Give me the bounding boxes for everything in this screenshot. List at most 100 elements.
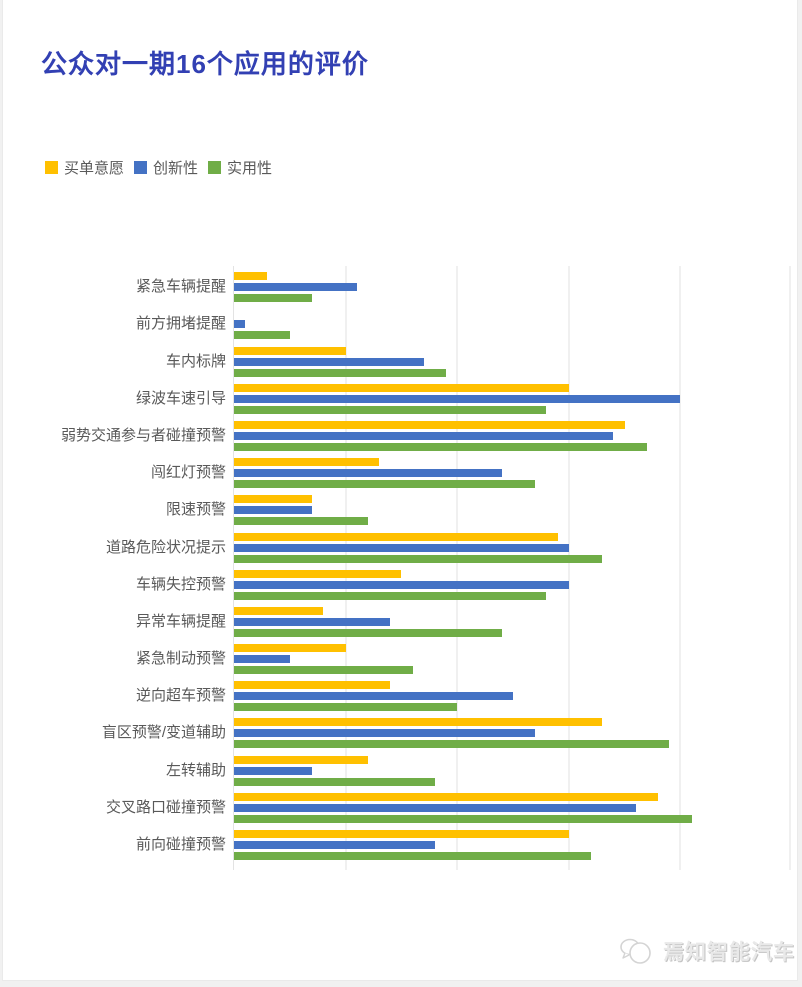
practicality-bar — [234, 331, 290, 340]
innovation-bar — [234, 320, 246, 329]
innovation-bar — [234, 729, 536, 738]
category-bars — [234, 792, 792, 827]
category-bars — [234, 346, 792, 381]
innovation-bar — [234, 617, 391, 626]
innovation-bar — [234, 394, 681, 403]
category-bars — [234, 644, 792, 678]
practicality-bar — [234, 777, 435, 786]
buy-willingness-bar — [234, 272, 268, 281]
buy-willingness-bar — [234, 606, 324, 615]
buy-willingness-bar — [234, 681, 391, 690]
innovation-bar — [234, 469, 502, 478]
buy-willingness-bar — [234, 644, 346, 653]
category-bars — [234, 718, 792, 752]
legend-item-innovation: 创新性 — [134, 157, 198, 178]
buy-willingness-bar — [234, 346, 346, 355]
innovation-bar — [234, 655, 290, 664]
practicality-bar — [234, 703, 458, 712]
category-label: 逆向超车预警 — [135, 687, 226, 705]
category-row: 限速预警 — [3, 492, 802, 529]
category-row: 车内标牌 — [3, 343, 802, 380]
category-bars — [234, 830, 792, 864]
gridline-2 — [456, 266, 459, 870]
brand-logo-icon — [620, 938, 651, 964]
buy-willingness-bar — [234, 420, 625, 429]
chart-rows: 紧急车辆提醒 前方拥堵提醒 车内标牌 绿波车速引导 弱势交通参与 — [3, 269, 802, 864]
practicality-bar — [234, 480, 536, 489]
innovation-bar — [234, 357, 424, 366]
category-bars — [234, 606, 792, 641]
page-title: 公众对一期16个应用的评价 — [41, 49, 369, 79]
category-bars — [234, 569, 792, 604]
category-label: 闯红灯预警 — [150, 464, 226, 482]
gridline-1 — [344, 266, 347, 870]
practicality-bar — [234, 554, 603, 563]
buy-willingness-bar — [234, 755, 368, 764]
legend-item-buy-willingness: 买单意愿 — [45, 157, 124, 178]
category-label: 道路危险状况提示 — [105, 538, 226, 556]
practicality-bar — [234, 740, 670, 749]
category-label: 异常车辆提醒 — [135, 612, 226, 630]
category-row: 逆向超车预警 — [3, 678, 802, 715]
legend-item-practicality: 实用性 — [208, 157, 272, 178]
innovation-bar — [234, 766, 313, 775]
practicality-bar — [234, 442, 647, 451]
category-bars — [234, 755, 792, 790]
buy-willingness-bar — [234, 495, 313, 504]
chart-gridlines — [233, 266, 791, 870]
practicality-bar — [234, 405, 547, 414]
buy-willingness-bar — [234, 383, 569, 392]
category-label: 绿波车速引导 — [135, 389, 226, 407]
category-bars — [234, 532, 792, 567]
category-label: 左转辅助 — [165, 761, 226, 779]
category-bars — [234, 309, 792, 343]
category-bars — [234, 383, 792, 418]
practicality-bar — [234, 368, 447, 377]
buy-willingness-bar — [234, 458, 380, 467]
brand-name: 焉知智能汽车 — [663, 941, 795, 964]
category-row: 前向碰撞预警 — [3, 827, 802, 864]
category-label: 盲区预警/变道辅助 — [101, 724, 226, 742]
practicality-bar — [234, 814, 692, 823]
practicality-bar — [234, 666, 413, 675]
category-label: 前方拥堵提醒 — [135, 315, 226, 333]
category-label: 前向碰撞预警 — [135, 836, 226, 853]
innovation-bar — [234, 506, 313, 515]
category-row: 交叉路口碰撞预警 — [3, 790, 802, 827]
category-label: 紧急制动预警 — [135, 650, 226, 668]
category-row: 闯红灯预警 — [3, 455, 802, 492]
buy-willingness-bar — [234, 532, 558, 541]
innovation-bar — [234, 841, 435, 849]
category-row: 前方拥堵提醒 — [3, 306, 802, 343]
category-label: 弱势交通参与者碰撞预警 — [60, 426, 226, 444]
gridline-3 — [567, 266, 570, 870]
category-bars — [234, 681, 792, 715]
gridline-5 — [789, 266, 791, 870]
innovation-bar — [234, 692, 513, 701]
category-label: 紧急车辆提醒 — [135, 278, 226, 296]
category-label: 车内标牌 — [165, 352, 226, 370]
practicality-bar — [234, 852, 592, 860]
innovation-bar — [234, 431, 614, 440]
innovation-bar — [234, 580, 569, 589]
category-row: 左转辅助 — [3, 752, 802, 789]
category-label: 限速预警 — [165, 501, 226, 519]
category-row: 紧急车辆提醒 — [3, 269, 802, 306]
category-row: 弱势交通参与者碰撞预警 — [3, 418, 802, 455]
legend-swatch-buy-willingness-icon — [45, 161, 58, 174]
gridline-4 — [679, 266, 682, 870]
innovation-bar — [234, 543, 569, 552]
category-row: 紧急制动预警 — [3, 641, 802, 678]
legend-label-innovation: 创新性 — [153, 160, 199, 177]
category-label: 交叉路口碰撞预警 — [105, 798, 226, 816]
practicality-bar — [234, 591, 547, 600]
bar-chart: 紧急车辆提醒 前方拥堵提醒 车内标牌 绿波车速引导 弱势交通参与 — [3, 266, 802, 872]
brand-watermark: 焉知智能汽车 — [619, 936, 795, 966]
category-bars — [234, 420, 792, 455]
chart-legend: 买单意愿 创新性 实用性 — [45, 157, 272, 178]
buy-willingness-bar — [234, 569, 402, 578]
innovation-bar — [234, 283, 357, 292]
buy-willingness-bar — [234, 718, 603, 727]
category-bars — [234, 458, 792, 492]
